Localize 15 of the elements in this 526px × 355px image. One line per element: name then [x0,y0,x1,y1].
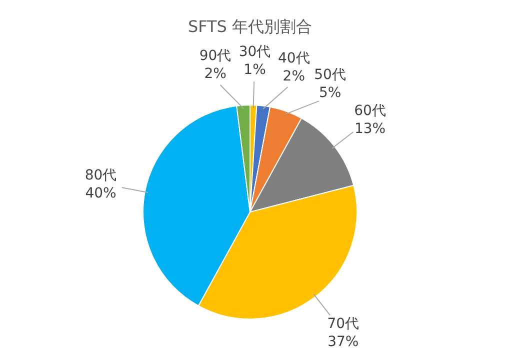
slice-label: 90代 [199,48,232,64]
data-label: 5% [318,84,342,101]
slice-label: 60代 [354,102,386,119]
data-label: 37% [328,334,359,350]
chart-title: SFTS 年代別割合 [188,17,312,36]
slice-label: 50代 [314,66,346,83]
data-label: 2% [204,66,226,82]
data-label: 13% [354,120,386,137]
slice-label: 30代 [238,44,271,60]
data-label: 2% [282,68,306,85]
slice-label: 80代 [84,168,117,184]
slice-label: 40代 [278,50,310,67]
slice-label: 70代 [327,316,360,332]
data-label: 1% [244,62,266,78]
data-label: 40% [85,186,116,202]
